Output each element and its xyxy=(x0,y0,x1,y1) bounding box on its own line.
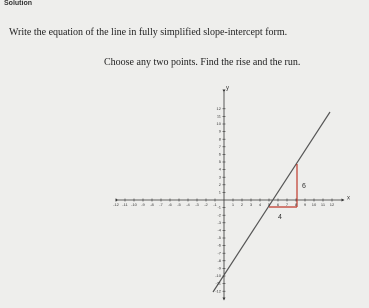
y-tick-label: 8 xyxy=(219,136,222,141)
x-tick-label: -2 xyxy=(204,202,208,207)
x-tick-label: 7 xyxy=(286,202,289,207)
y-tick-label: -9 xyxy=(217,265,221,270)
y-tick-label: -12 xyxy=(215,288,222,293)
y-tick-label: -7 xyxy=(217,250,221,255)
y-tick-label: 4 xyxy=(219,167,222,172)
y-tick-label: -8 xyxy=(217,258,221,263)
y-tick-label: 9 xyxy=(219,129,222,134)
y-axis-label: y xyxy=(226,86,229,92)
x-tick-label: 6 xyxy=(277,202,280,207)
x-tick-label: -3 xyxy=(195,202,199,207)
y-tick-label: -10 xyxy=(215,273,222,278)
y-tick-label: -1 xyxy=(217,205,221,210)
x-tick-label: -6 xyxy=(168,202,172,207)
x-tick-label: 2 xyxy=(241,202,244,207)
x-axis-label: x xyxy=(347,196,350,202)
x-tick-label: -8 xyxy=(150,202,154,207)
x-tick-label: -12 xyxy=(113,202,120,207)
header-title: Solution xyxy=(4,0,32,7)
y-tick-label: 3 xyxy=(219,174,222,179)
x-tick-label: 4 xyxy=(259,202,262,207)
x-tick-label: 10 xyxy=(312,202,317,207)
y-tick-label: 10 xyxy=(217,121,222,126)
x-tick-label: -10 xyxy=(131,202,138,207)
y-tick-label: -5 xyxy=(217,235,221,240)
y-tick-label: 5 xyxy=(219,159,222,164)
y-tick-label: 1 xyxy=(219,189,222,194)
y-tick-label: -4 xyxy=(217,227,221,232)
x-tick-label: 3 xyxy=(250,202,253,207)
instruction: Write the equation of the line in fully … xyxy=(9,27,288,38)
x-tick-label: -7 xyxy=(159,202,163,207)
rise-label: 6 xyxy=(302,183,306,190)
y-tick-label: 2 xyxy=(219,182,222,187)
instruction: Choose any two points. Find the rise and… xyxy=(104,57,301,68)
x-tick-label: -5 xyxy=(177,202,181,207)
run-label: 4 xyxy=(278,214,282,221)
x-tick-label: -4 xyxy=(186,202,190,207)
x-tick-label: 8 xyxy=(295,202,298,207)
x-tick-label: -11 xyxy=(122,202,128,207)
x-tick-label: -1 xyxy=(213,202,217,207)
y-tick-label: -2 xyxy=(217,212,221,217)
x-tick-label: 12 xyxy=(330,202,335,207)
x-tick-label: 1 xyxy=(232,202,235,207)
y-tick-label: 7 xyxy=(219,144,222,149)
x-tick-label: -9 xyxy=(141,202,145,207)
x-tick-label: 11 xyxy=(321,202,326,207)
x-tick-label: 5 xyxy=(268,202,271,207)
x-tick-label: 9 xyxy=(304,202,307,207)
y-tick-label: 12 xyxy=(217,106,222,111)
y-tick-label: 11 xyxy=(217,113,222,118)
graphed-line xyxy=(212,111,331,293)
y-tick-label: -3 xyxy=(217,220,221,225)
y-tick-label: 6 xyxy=(219,151,222,156)
y-tick-label: -6 xyxy=(217,243,221,248)
y-tick-label: -11 xyxy=(216,281,222,286)
